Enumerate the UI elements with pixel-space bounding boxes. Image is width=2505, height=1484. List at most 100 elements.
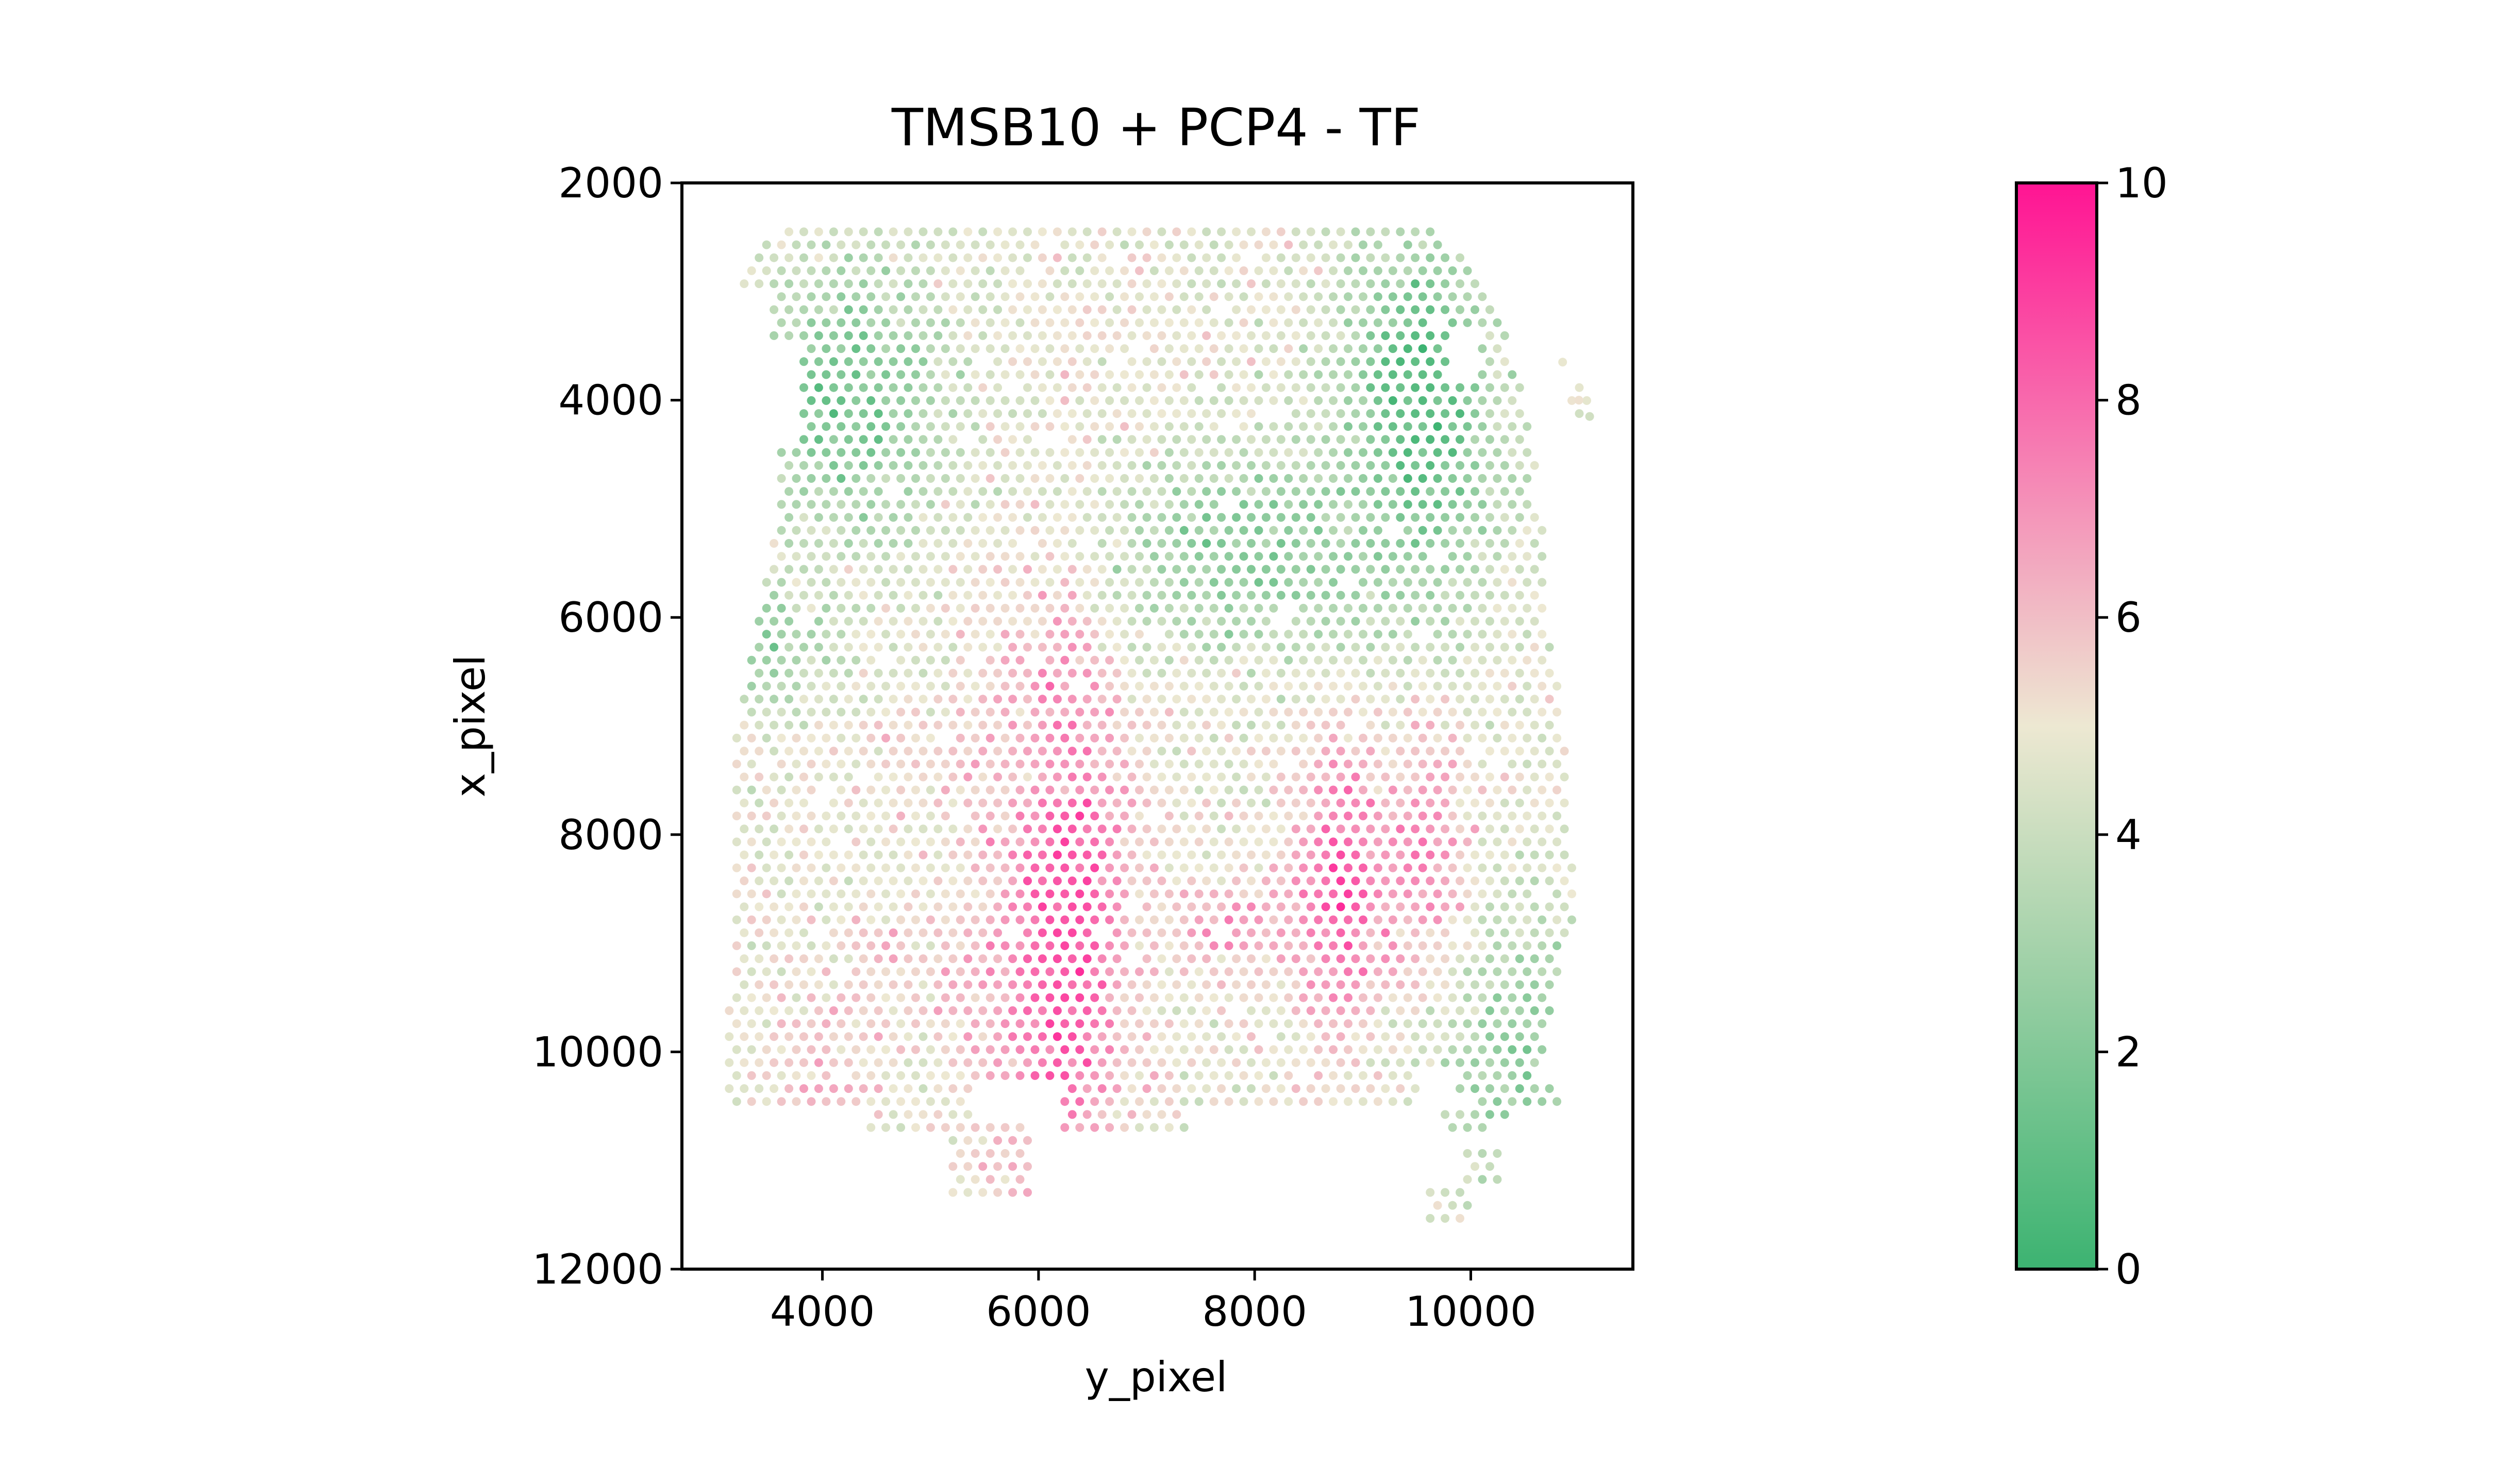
spot-point xyxy=(1075,603,1084,613)
spot-point xyxy=(866,655,876,665)
spot-point xyxy=(1000,1071,1010,1080)
spot-point xyxy=(1172,798,1181,807)
spot-point xyxy=(1269,682,1278,691)
spot-point xyxy=(1082,253,1092,262)
spot-point xyxy=(1194,707,1204,717)
spot-point xyxy=(1478,655,1487,665)
spot-point xyxy=(1306,279,1315,289)
spot-point xyxy=(1314,915,1323,924)
spot-point xyxy=(747,993,756,1002)
spot-point xyxy=(1120,603,1129,613)
spot-point xyxy=(1426,954,1435,964)
spot-point xyxy=(1493,1071,1502,1080)
spot-point xyxy=(1224,863,1233,872)
spot-point xyxy=(1067,1084,1077,1093)
spot-point xyxy=(732,863,741,872)
spot-point xyxy=(911,526,920,535)
spot-point xyxy=(1321,1058,1330,1067)
spot-point xyxy=(1157,747,1166,756)
spot-point xyxy=(1127,331,1137,340)
spot-point xyxy=(1082,643,1092,652)
spot-point xyxy=(1127,668,1137,678)
spot-point xyxy=(866,552,876,561)
spot-point xyxy=(1224,630,1233,639)
spot-point xyxy=(859,668,868,678)
spot-point xyxy=(1045,967,1055,976)
spot-point xyxy=(837,682,846,691)
spot-point xyxy=(1008,643,1017,652)
spot-point xyxy=(1008,253,1017,262)
spot-point xyxy=(1232,253,1241,262)
spot-point xyxy=(1336,591,1345,600)
spot-point xyxy=(986,552,995,561)
spot-point xyxy=(1261,279,1271,289)
spot-point xyxy=(807,733,816,743)
spot-point xyxy=(844,850,853,859)
spot-point xyxy=(896,682,906,691)
spot-point xyxy=(1082,565,1092,574)
spot-point xyxy=(1373,526,1382,535)
spot-point xyxy=(1164,785,1174,795)
spot-point xyxy=(1515,720,1524,730)
spot-point xyxy=(986,266,995,275)
spot-point xyxy=(1299,812,1308,820)
spot-point xyxy=(1463,448,1472,457)
spot-point xyxy=(926,889,935,899)
spot-point xyxy=(866,837,876,847)
spot-point xyxy=(1411,695,1420,704)
spot-point xyxy=(1060,682,1070,691)
spot-point xyxy=(1456,1188,1464,1197)
spot-point xyxy=(978,1032,988,1041)
spot-point xyxy=(1053,591,1062,600)
spot-point xyxy=(1336,383,1345,392)
spot-point xyxy=(829,513,838,522)
spot-point xyxy=(1478,1175,1487,1184)
spot-point xyxy=(1142,565,1151,574)
spot-point xyxy=(1082,487,1092,496)
spot-point xyxy=(1112,980,1122,989)
spot-point xyxy=(1493,941,1502,950)
spot-point xyxy=(1187,253,1196,262)
spot-point xyxy=(881,993,891,1002)
spot-point xyxy=(1433,578,1442,587)
spot-point xyxy=(1403,292,1412,301)
spot-point xyxy=(896,630,906,639)
spot-point xyxy=(1187,772,1196,782)
spot-point xyxy=(851,422,861,431)
spot-point xyxy=(1120,500,1129,509)
spot-point xyxy=(1329,837,1338,847)
spot-point xyxy=(948,1084,958,1093)
spot-point xyxy=(1187,824,1196,834)
spot-point xyxy=(1038,513,1047,522)
spot-point xyxy=(1463,812,1472,820)
spot-point xyxy=(777,1071,786,1080)
spot-point xyxy=(1574,396,1583,405)
spot-point xyxy=(1433,655,1442,665)
spot-point xyxy=(1254,240,1263,249)
spot-point xyxy=(1202,539,1211,548)
spot-point xyxy=(1478,682,1487,691)
spot-point xyxy=(1388,889,1397,899)
spot-point xyxy=(799,487,808,496)
spot-point xyxy=(1142,720,1151,730)
spot-point xyxy=(1351,695,1360,704)
spot-point xyxy=(1321,668,1330,678)
spot-point xyxy=(1359,240,1367,249)
spot-point xyxy=(1067,980,1077,989)
spot-point xyxy=(1261,487,1271,496)
spot-point xyxy=(1344,733,1352,743)
spot-point xyxy=(859,513,868,522)
spot-point xyxy=(1112,461,1122,470)
spot-point xyxy=(866,474,876,483)
spot-point xyxy=(1381,253,1390,262)
x-tick-label: 4000 xyxy=(770,1288,875,1336)
spot-point xyxy=(740,798,749,807)
spot-point xyxy=(1366,668,1375,678)
spot-point xyxy=(1329,266,1338,275)
spot-point xyxy=(1105,889,1114,899)
spot-point xyxy=(1269,474,1278,483)
spot-point xyxy=(941,1097,950,1106)
spot-point xyxy=(829,383,838,392)
spot-point xyxy=(1194,760,1204,769)
spot-point xyxy=(1090,785,1099,795)
